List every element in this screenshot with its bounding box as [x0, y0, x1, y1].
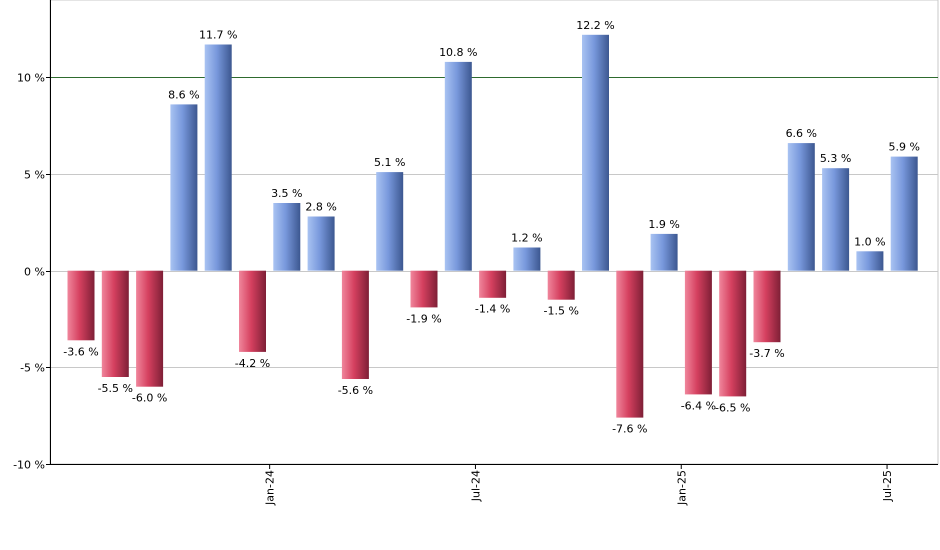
- bar-negative: [136, 270, 164, 387]
- y-tick-label: 0 %: [24, 266, 45, 279]
- data-label: 1.2 %: [511, 232, 542, 245]
- y-tick-label: 10 %: [17, 72, 45, 85]
- data-label: 5.1 %: [374, 156, 405, 169]
- data-label: 11.7 %: [199, 29, 237, 42]
- bar-positive: [650, 233, 678, 271]
- bars: [67, 34, 918, 418]
- bar-positive: [822, 168, 850, 271]
- bar-negative: [753, 270, 781, 343]
- data-label: -4.2 %: [235, 357, 270, 370]
- y-tick-label: 5 %: [24, 169, 45, 182]
- y-tick-label: -5 %: [20, 362, 45, 375]
- bar-positive: [273, 203, 301, 271]
- data-label: 2.8 %: [305, 201, 336, 214]
- bar-negative: [684, 270, 712, 395]
- data-label: -1.5 %: [543, 305, 578, 318]
- data-label: -3.7 %: [749, 347, 784, 360]
- data-label: 10.8 %: [439, 46, 477, 59]
- data-label: -1.4 %: [475, 303, 510, 316]
- axes: 10 % 5 % 0 % -5 % -10 % Jan-24 Jul-24 Jan-25 Jul…: [13, 0, 938, 506]
- bar-negative: [547, 270, 575, 300]
- y-tick-label: -10 %: [13, 459, 45, 472]
- data-label: -5.5 %: [98, 382, 133, 395]
- x-tick-label: Jul-25: [881, 470, 894, 502]
- bar-positive: [444, 61, 472, 271]
- data-label: -7.6 %: [612, 423, 647, 436]
- bar-positive: [787, 143, 815, 271]
- data-label: 8.6 %: [168, 88, 199, 101]
- data-label: 5.3 %: [820, 152, 851, 165]
- bar-negative: [479, 270, 507, 298]
- bar-positive: [856, 251, 884, 271]
- bar-positive: [204, 44, 232, 271]
- data-label: -3.6 %: [63, 345, 98, 358]
- x-tick-label: Jan-25: [675, 470, 688, 506]
- x-tick-label: Jul-24: [469, 470, 482, 502]
- bar-positive: [513, 247, 541, 271]
- data-label: 5.9 %: [888, 141, 919, 154]
- data-labels: -3.6 % -5.5 %-6.0 % 8.6 % 11.7 % -4.2 % 3.5 %…: [63, 19, 920, 436]
- bar-positive: [307, 216, 335, 271]
- data-label: 1.0 %: [854, 235, 885, 248]
- data-label: 3.5 %: [271, 187, 302, 200]
- bar-negative: [341, 270, 369, 379]
- data-label: -6.0 %: [132, 392, 167, 405]
- bar-positive: [582, 34, 609, 271]
- data-label: -1.9 %: [406, 312, 441, 325]
- bar-negative: [67, 270, 95, 341]
- data-label: -6.5 %: [715, 401, 750, 414]
- data-label: -5.6 %: [338, 384, 373, 397]
- data-label: 6.6 %: [786, 127, 817, 140]
- bar-negative: [410, 270, 438, 308]
- bar-positive: [376, 172, 404, 271]
- bar-negative: [239, 270, 266, 352]
- bar-negative: [719, 270, 747, 397]
- bar-positive: [890, 156, 918, 271]
- bar-positive: [170, 104, 198, 271]
- data-label: -6.4 %: [681, 399, 716, 412]
- x-tick-label: Jan-24: [264, 470, 277, 506]
- bar-negative: [101, 270, 129, 377]
- bar-negative: [616, 270, 644, 418]
- data-label: 12.2 %: [576, 19, 614, 32]
- data-label: 1.9 %: [648, 218, 679, 231]
